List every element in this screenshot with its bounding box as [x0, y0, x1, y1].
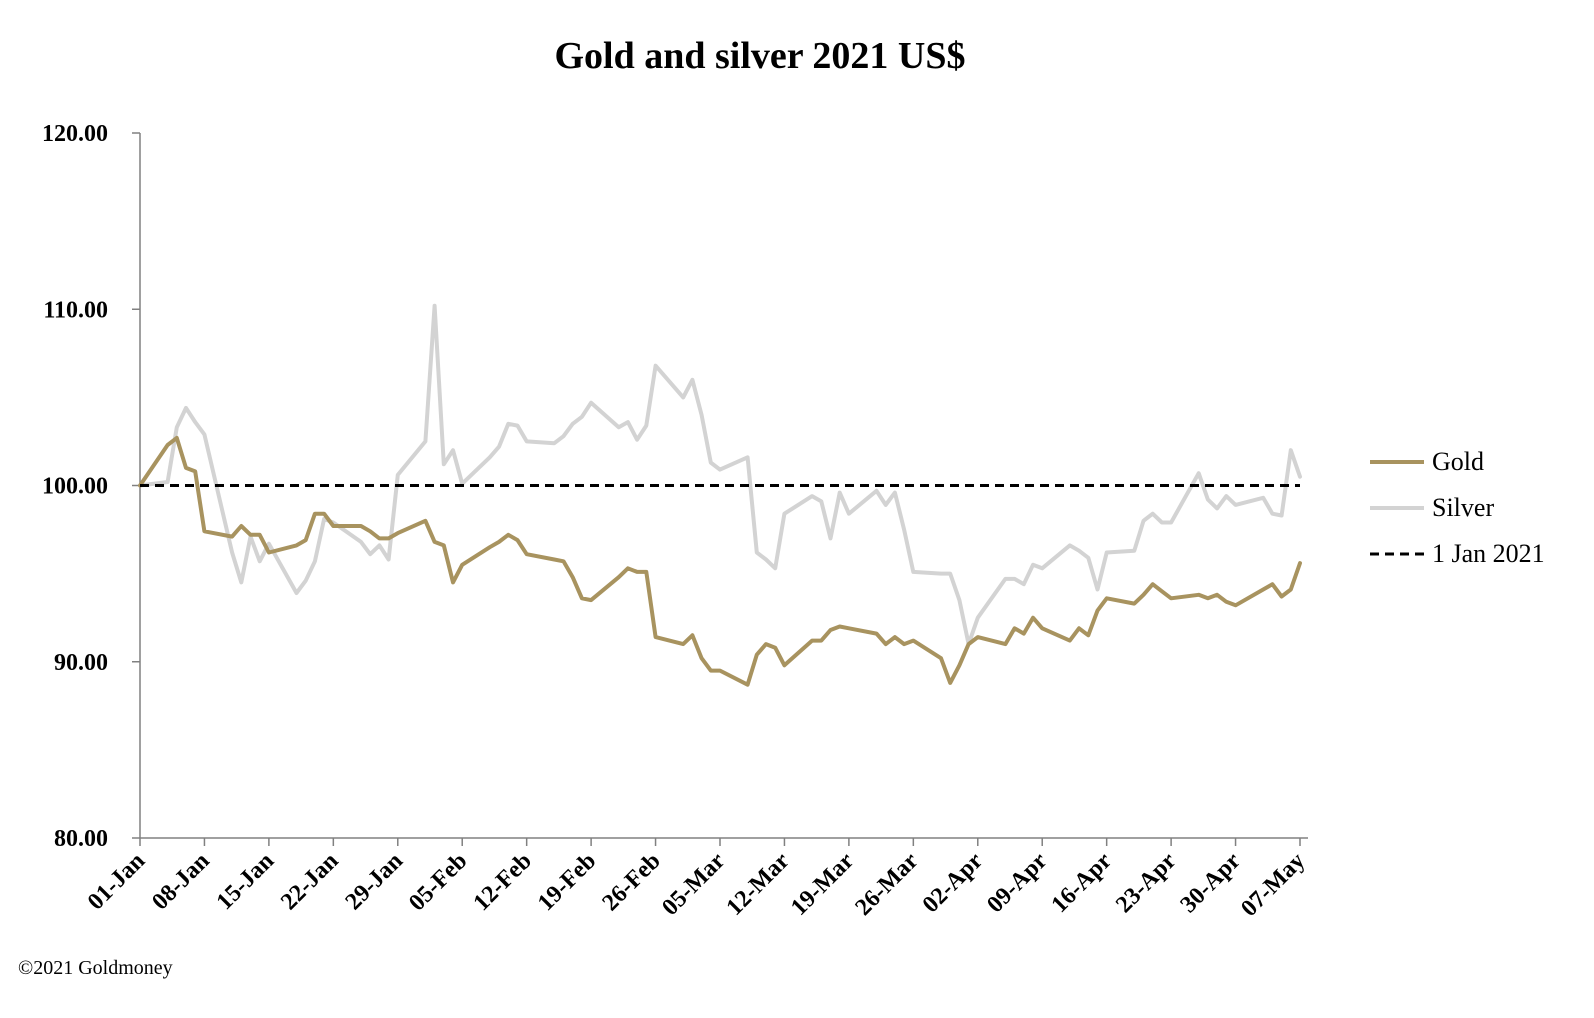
- copyright-credit: ©2021 Goldmoney: [18, 957, 173, 979]
- legend-label-gold: Gold: [1432, 447, 1484, 476]
- legend: Gold Silver 1 Jan 2021: [1370, 447, 1545, 568]
- series-layer: [138, 303, 1302, 687]
- x-tick-label: 22-Jan: [276, 848, 343, 915]
- x-tick-label: 12-Feb: [469, 848, 537, 916]
- legend-item-gold[interactable]: Gold: [1370, 447, 1484, 476]
- legend-label-baseline: 1 Jan 2021: [1432, 539, 1545, 568]
- x-tick-label: 19-Feb: [533, 848, 601, 916]
- legend-label-silver: Silver: [1432, 493, 1494, 522]
- y-tick-label: 80.00: [54, 826, 108, 852]
- y-tick-label: 90.00: [54, 650, 108, 676]
- series-line-gold: [138, 435, 1302, 687]
- x-tick-label: 02-Apr: [918, 848, 988, 918]
- y-tick-label: 100.00: [42, 474, 108, 500]
- x-tick-label: 15-Jan: [212, 848, 279, 915]
- x-tick-label: 19-Mar: [786, 848, 859, 921]
- x-tick-label: 16-Apr: [1047, 848, 1117, 918]
- y-axis-ticks: 80.00 90.00 100.00 110.00 120.00: [42, 121, 140, 852]
- chart-title: Gold and silver 2021 US$: [554, 35, 965, 77]
- x-tick-label: 05-Feb: [404, 848, 472, 916]
- x-tick-label: 07-May: [1236, 848, 1310, 922]
- legend-item-baseline[interactable]: 1 Jan 2021: [1370, 539, 1545, 568]
- x-tick-label: 30-Apr: [1176, 848, 1246, 918]
- x-tick-label: 26-Feb: [597, 848, 665, 916]
- x-tick-label: 05-Mar: [657, 848, 730, 921]
- x-tick-label: 23-Apr: [1111, 848, 1181, 918]
- legend-item-silver[interactable]: Silver: [1370, 493, 1494, 522]
- x-axis-ticks: 01-Jan08-Jan15-Jan22-Jan29-Jan05-Feb12-F…: [83, 838, 1310, 922]
- y-tick-label: 110.00: [43, 297, 108, 323]
- x-tick-label: 29-Jan: [341, 848, 408, 915]
- series-line-silver: [138, 303, 1302, 647]
- y-tick-label: 120.00: [42, 121, 108, 147]
- x-tick-label: 01-Jan: [83, 848, 150, 915]
- x-tick-label: 09-Apr: [982, 848, 1052, 918]
- x-tick-label: 26-Mar: [851, 848, 924, 921]
- x-tick-label: 08-Jan: [147, 848, 214, 915]
- x-tick-label: 12-Mar: [722, 848, 795, 921]
